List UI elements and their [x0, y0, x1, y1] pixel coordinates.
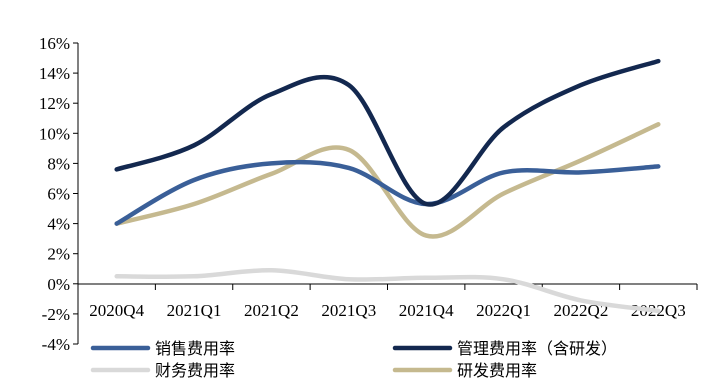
- legend-item-2: 财务费用率: [90, 361, 235, 380]
- legend-label: 管理费用率（含研发）: [457, 339, 617, 358]
- series-line-1: [114, 58, 661, 207]
- y-tick-label: 12%: [39, 94, 70, 113]
- legend-item-0: 销售费用率: [90, 339, 235, 358]
- legend-label: 销售费用率: [155, 339, 235, 358]
- series-line-0: [114, 159, 661, 226]
- y-tick-label: 8%: [47, 154, 70, 173]
- y-tick-label: 14%: [39, 64, 70, 83]
- y-tick-label: 6%: [47, 185, 70, 204]
- legend-item-1: 管理费用率（含研发）: [392, 339, 617, 358]
- legend-label: 财务费用率: [155, 361, 235, 380]
- axes: 16% 14% 12% 10% 8% 6% 4% 2% 0% -2% -4% 2020Q4 2021Q1…: [39, 34, 698, 354]
- y-tick-label: 4%: [47, 215, 70, 234]
- y-tick-label: -2%: [42, 305, 70, 324]
- y-tick-label: 16%: [39, 34, 70, 53]
- legend-label: 研发费用率: [457, 361, 537, 380]
- x-tick-label: 2021Q2: [244, 301, 299, 320]
- series-lines: [114, 58, 661, 314]
- series-line-2: [114, 268, 661, 314]
- y-tick-label: 0%: [47, 275, 70, 294]
- legend-item-3: 研发费用率: [392, 361, 537, 380]
- legend: 销售费用率 管理费用率（含研发） 财务费用率 研发费用率: [90, 339, 617, 380]
- y-tick-label: 2%: [47, 245, 70, 264]
- x-tick-label: 2021Q3: [321, 301, 376, 320]
- y-tick-label: -4%: [42, 335, 70, 354]
- series-line-3: [114, 122, 661, 239]
- x-tick-label: 2022Q2: [554, 301, 609, 320]
- y-tick-label: 10%: [39, 124, 70, 143]
- x-tick-label: 2020Q4: [89, 301, 144, 320]
- x-tick-label: 2021Q4: [399, 301, 454, 320]
- x-tick-label: 2022Q1: [476, 301, 531, 320]
- x-tick-label: 2021Q1: [167, 301, 222, 320]
